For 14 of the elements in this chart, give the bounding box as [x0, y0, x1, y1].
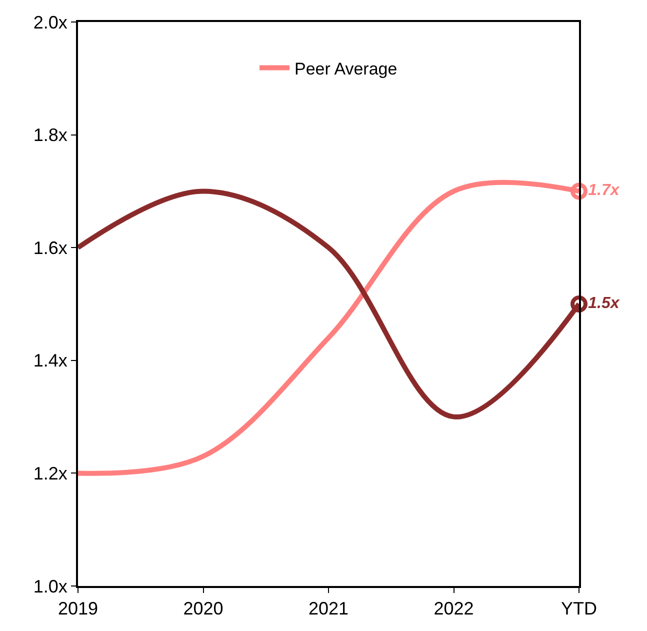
y-tick-label: 1.6x: [33, 238, 68, 258]
legend-label: Peer Average: [294, 59, 398, 78]
data-label: 1.5x: [588, 295, 620, 312]
x-tick-label: 2020: [183, 598, 224, 619]
y-tick-label: 1.4x: [33, 350, 68, 371]
y-tick-label: 1.0x: [33, 576, 68, 596]
y-tick-label: 2.0x: [33, 12, 68, 32]
x-tick-label: YTD: [561, 598, 597, 619]
x-tick-label: 2022: [434, 598, 474, 619]
x-tick-label: 2021: [308, 598, 349, 619]
y-tick-label: 1.2x: [33, 464, 68, 484]
data-label: 1.7x: [588, 182, 620, 200]
y-tick-label: 1.8x: [33, 125, 68, 146]
x-tick-label: 2019: [58, 598, 98, 619]
